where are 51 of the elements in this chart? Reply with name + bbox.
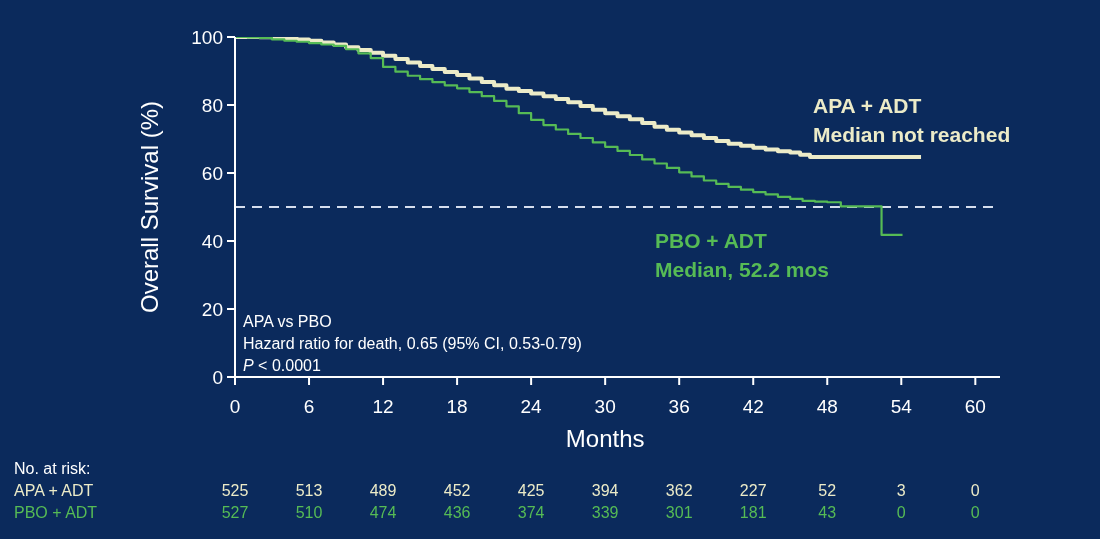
annotation: P < 0.0001 (243, 357, 321, 374)
y-tick-label: 20 (201, 298, 223, 320)
y-tick-label: 40 (201, 230, 223, 252)
annotation: APA vs PBO (243, 313, 332, 330)
text: 374 (517, 504, 545, 521)
text: APA + ADT (14, 482, 94, 499)
text: 0 (970, 482, 980, 499)
annotation: Median not reached (813, 123, 1011, 146)
y-tick-label: 100 (191, 26, 223, 48)
x-tick-label: 48 (816, 396, 838, 418)
annotation: Median, 52.2 mos (655, 258, 829, 281)
text: 0 (896, 504, 906, 521)
text: PBO + ADT (14, 504, 98, 521)
text: 436 (443, 504, 471, 521)
text: 510 (295, 504, 323, 521)
text: 301 (665, 504, 693, 521)
text: 0 (970, 504, 980, 521)
text: 339 (591, 504, 619, 521)
x-axis-title: Months (565, 425, 645, 452)
text: 489 (369, 482, 397, 499)
text: 362 (665, 482, 693, 499)
text: 181 (739, 504, 767, 521)
y-tick-label: 0 (212, 366, 223, 388)
text: 425 (517, 482, 545, 499)
x-tick-label: 42 (742, 396, 764, 418)
text: 525 (221, 482, 249, 499)
x-tick-label: 12 (372, 396, 394, 418)
y-axis-title: Overall Survival (%) (136, 100, 163, 314)
text: 527 (221, 504, 249, 521)
text: 43 (818, 504, 837, 521)
text: 394 (591, 482, 619, 499)
text: 227 (739, 482, 767, 499)
x-tick-label: 54 (890, 396, 913, 418)
text: No. at risk: (14, 460, 91, 477)
x-tick-label: 60 (964, 396, 986, 418)
series-label: APA + ADT (813, 94, 922, 117)
annotation: Hazard ratio for death, 0.65 (95% CI, 0.53-0.79) (243, 335, 582, 352)
x-tick-label: 6 (303, 396, 315, 418)
x-tick-label: 0 (229, 396, 241, 418)
text: 52 (818, 482, 837, 499)
x-tick-label: 24 (520, 396, 543, 418)
text: 452 (443, 482, 471, 499)
y-tick-label: 60 (201, 162, 223, 184)
series-label: PBO + ADT (655, 229, 767, 252)
x-tick-label: 36 (668, 396, 690, 418)
y-tick-label: 80 (201, 94, 223, 116)
text: 474 (369, 504, 397, 521)
text: 513 (295, 482, 323, 499)
x-tick-label: 30 (594, 396, 616, 418)
text: 3 (896, 482, 906, 499)
x-tick-label: 18 (446, 396, 468, 418)
